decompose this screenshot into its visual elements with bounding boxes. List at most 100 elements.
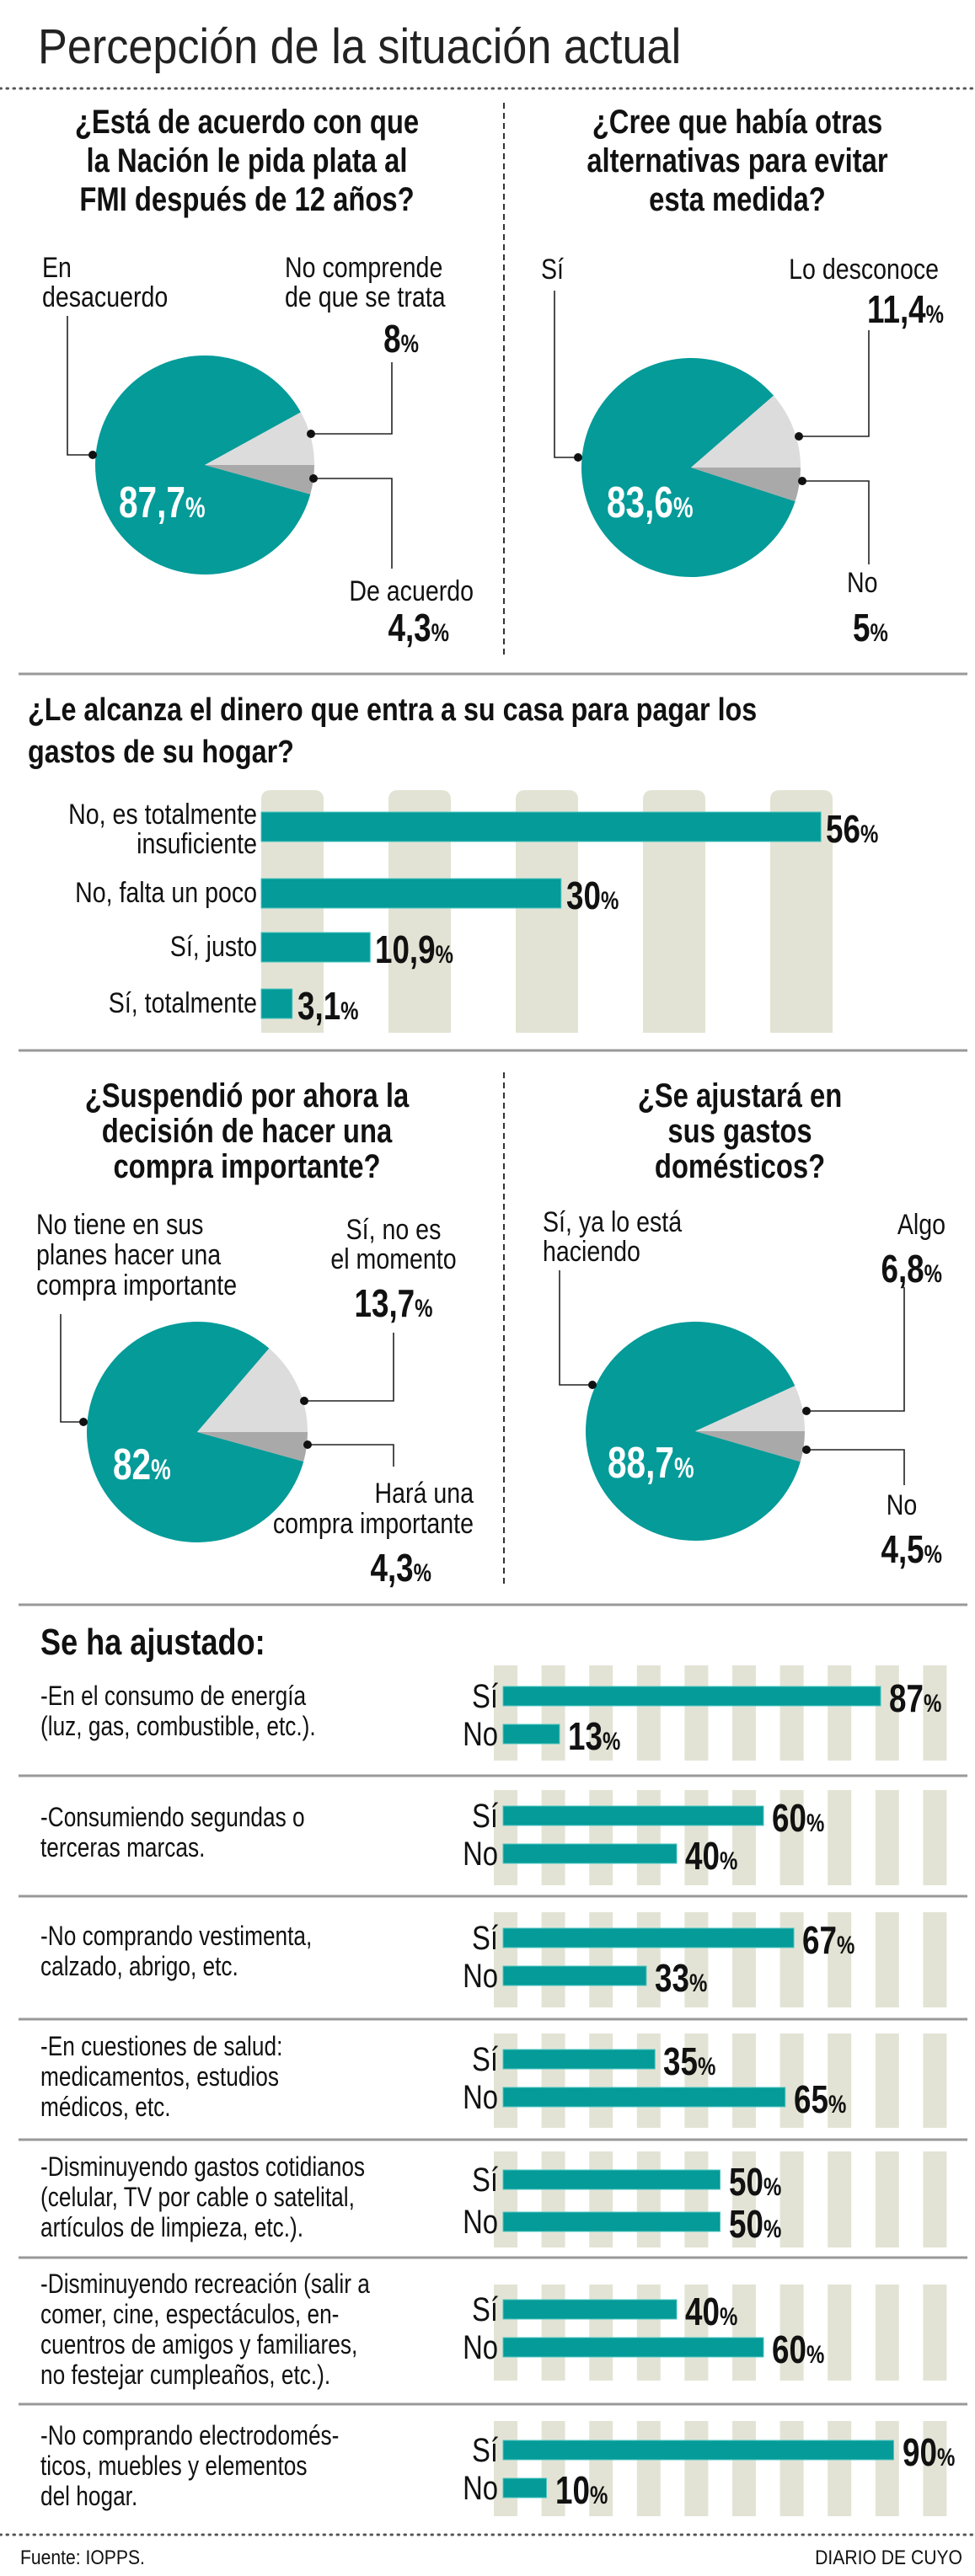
pie-question-4: ¿Se ajustará en sus gastos domésticos? — [637, 1077, 843, 1185]
pie-slice-value: 11,4% — [135, 290, 944, 334]
pie-question-1: ¿Está de acuerdo con que la Nación le pi… — [74, 104, 420, 218]
bar-value-label: 60% — [772, 1798, 824, 1843]
percent-sign: % — [806, 1809, 825, 1837]
pie-slice-secondary — [695, 1386, 805, 1431]
value-number: 13 — [567, 1714, 603, 1758]
percent-sign: % — [763, 2215, 781, 2243]
percent-sign: % — [698, 2053, 716, 2081]
bar-value-label: 35% — [663, 2042, 715, 2087]
leader-line — [60, 1314, 83, 1423]
value-number: 6,8 — [881, 1247, 924, 1291]
gridline-band — [636, 2151, 661, 2247]
series-label: Sí — [472, 1919, 498, 1957]
pie-slice-minor — [691, 468, 801, 502]
pie-slice-label: Hará una compra importante — [272, 1478, 474, 1540]
bar-no — [502, 2087, 786, 2108]
value-number: 88,7 — [608, 1439, 674, 1488]
percent-sign: % — [673, 1452, 694, 1484]
bar-value-label: 40% — [685, 1836, 737, 1881]
value-number: 35 — [663, 2039, 699, 2083]
percent-sign: % — [924, 1541, 942, 1569]
bar-value-label: 67% — [802, 1921, 854, 1965]
pie-slice-value: 5% — [853, 608, 888, 653]
bar-value-label: 87% — [889, 1679, 941, 1724]
pie-slice-label: No comprende de que se trata — [285, 251, 446, 313]
gridline-band — [684, 2285, 709, 2381]
gridline-band — [779, 1665, 804, 1761]
series-label: Sí — [472, 1677, 498, 1715]
gridline-band — [541, 2421, 565, 2516]
percent-sign: % — [870, 619, 888, 647]
item-divider — [19, 1774, 967, 1777]
value-number: 90 — [902, 2430, 937, 2474]
gridline-band — [875, 1665, 899, 1761]
gridline-band — [589, 1912, 613, 2007]
leader-dot — [574, 453, 582, 462]
value-number: 11,4 — [867, 287, 926, 331]
pie-inside-value: 82% — [113, 1443, 171, 1492]
gridline-band — [923, 2421, 947, 2516]
bar-category-label: Sí, justo — [169, 931, 257, 963]
gridline-band — [828, 2421, 852, 2516]
value-number: 60 — [772, 2327, 806, 2371]
value-number: 60 — [772, 1796, 806, 1840]
leader-dot — [303, 1440, 312, 1449]
pie-slice-label: De acuerdo — [349, 575, 474, 607]
percent-sign: % — [413, 1559, 431, 1587]
percent-sign: % — [860, 820, 879, 848]
pie-slice-minor — [197, 1432, 308, 1462]
bar-value-label: 10% — [555, 2471, 608, 2515]
gridline-band — [732, 2421, 756, 2516]
series-label: Sí — [472, 2040, 498, 2078]
gridline-band — [923, 1790, 947, 1885]
section-divider — [19, 1049, 967, 1052]
pie-slice-main — [581, 358, 796, 577]
pie-slice-label: No — [886, 1488, 918, 1521]
series-label: Sí — [472, 2431, 498, 2469]
percent-sign: % — [185, 492, 206, 524]
pie-slice-main — [586, 1322, 801, 1542]
gridline-band — [636, 2285, 661, 2381]
bar-value-label: 33% — [655, 1959, 707, 2003]
value-number: 87,7 — [119, 478, 185, 527]
percent-sign: % — [415, 1295, 433, 1323]
series-label: Sí — [472, 2161, 498, 2199]
leader-line — [313, 478, 393, 569]
percent-sign: % — [925, 301, 944, 329]
section-divider — [19, 672, 967, 676]
gridline-band — [779, 1790, 804, 1885]
value-number: 10,9 — [375, 927, 436, 971]
gridline-band — [589, 2285, 613, 2381]
gridline-band — [923, 2285, 947, 2381]
leader-line — [311, 362, 393, 435]
percent-sign: % — [719, 1847, 738, 1875]
bar-category-label: Sí, totalmente — [108, 987, 257, 1019]
value-number: 40 — [685, 1834, 720, 1878]
footer-source: Fuente: IOPPS. — [20, 2547, 145, 2569]
pie-slice-secondary — [205, 412, 314, 465]
item-label: -Disminuyendo gastos cotidianos (celular… — [40, 2151, 366, 2242]
value-number: 33 — [654, 1956, 689, 2000]
bar-value-label: 30% — [566, 876, 619, 921]
pie-slice-label: Sí, ya lo está haciendo — [543, 1205, 683, 1268]
item-label: -Consumiendo segundas o terceras marcas. — [40, 1802, 305, 1863]
value-number: 87 — [889, 1676, 924, 1720]
value-number: 4,3 — [370, 1546, 414, 1590]
gridline-band — [828, 1790, 852, 1885]
value-number: 40 — [685, 2290, 720, 2333]
gridline-band — [494, 1665, 517, 1761]
value-number: 50 — [728, 2202, 763, 2246]
leader-dot — [79, 1418, 88, 1426]
gridline-band — [828, 2285, 852, 2381]
gridline-band — [732, 1665, 756, 1761]
bar-si — [502, 1927, 795, 1948]
pie-slice-value: 4,3% — [0, 608, 449, 653]
gridline-band — [732, 2285, 756, 2381]
value-number: 4,3 — [388, 606, 431, 649]
pie-slice-main — [87, 1322, 304, 1542]
item-divider — [19, 1895, 967, 1898]
pie-slice-label: Algo — [897, 1208, 946, 1241]
bar-no — [502, 2337, 764, 2358]
gridline-band — [684, 2421, 709, 2516]
